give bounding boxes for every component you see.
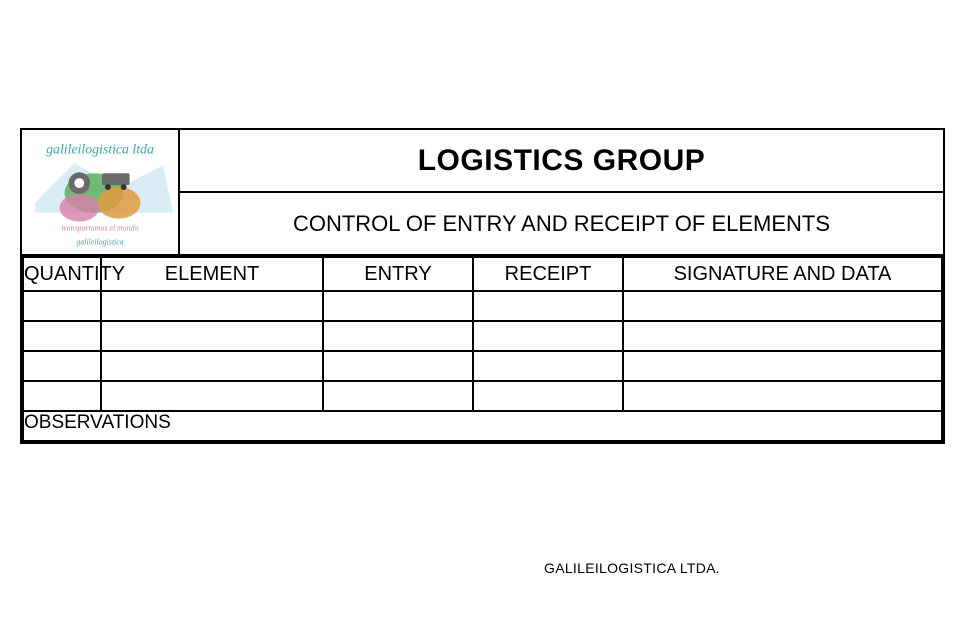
cell-element[interactable] [101,321,323,351]
cell-entry[interactable] [323,381,473,411]
cell-receipt[interactable] [473,351,623,381]
cell-quantity[interactable] [23,381,101,411]
cell-entry[interactable] [323,321,473,351]
table-row [23,291,942,321]
entry-table: QUANTITY ELEMENT ENTRY RECEIPT SIGNATURE… [22,256,943,442]
cell-element[interactable] [101,381,323,411]
cell-receipt[interactable] [473,291,623,321]
footer-company: GALILEILOGISTICA LTDA. [544,560,720,576]
form-subtitle: CONTROL OF ENTRY AND RECEIPT OF ELEMENTS [180,193,943,254]
table-row [23,321,942,351]
cell-signature[interactable] [623,381,942,411]
cell-receipt[interactable] [473,321,623,351]
svg-text:transportamos el mundo: transportamos el mundo [61,223,138,232]
observations-label: OBSERVATIONS [24,412,171,433]
cell-quantity[interactable] [23,321,101,351]
col-signature: SIGNATURE AND DATA [623,257,942,291]
observations-cell[interactable]: OBSERVATIONS [23,411,942,441]
col-receipt: RECEIPT [473,257,623,291]
table-header-row: QUANTITY ELEMENT ENTRY RECEIPT SIGNATURE… [23,257,942,291]
cell-signature[interactable] [623,291,942,321]
col-entry: ENTRY [323,257,473,291]
cell-signature[interactable] [623,321,942,351]
cell-receipt[interactable] [473,381,623,411]
col-element: ELEMENT [101,257,323,291]
cell-entry[interactable] [323,291,473,321]
logo-cell: galileilogistica ltda transportamos el m… [22,130,180,254]
cell-quantity[interactable] [23,291,101,321]
cell-element[interactable] [101,351,323,381]
svg-text:galileilogistica ltda: galileilogistica ltda [46,142,154,157]
title-column: LOGISTICS GROUP CONTROL OF ENTRY AND REC… [180,130,943,254]
header-row: galileilogistica ltda transportamos el m… [22,130,943,256]
company-logo-icon: galileilogistica ltda transportamos el m… [25,133,175,251]
cell-quantity[interactable] [23,351,101,381]
cell-element[interactable] [101,291,323,321]
cell-signature[interactable] [623,351,942,381]
col-quantity: QUANTITY [23,257,101,291]
cell-entry[interactable] [323,351,473,381]
observations-row: OBSERVATIONS [23,411,942,441]
table-row [23,381,942,411]
svg-text:galileilogistica: galileilogistica [76,237,123,246]
form-title: LOGISTICS GROUP [180,130,943,193]
table-row [23,351,942,381]
form-container: galileilogistica ltda transportamos el m… [20,128,945,444]
